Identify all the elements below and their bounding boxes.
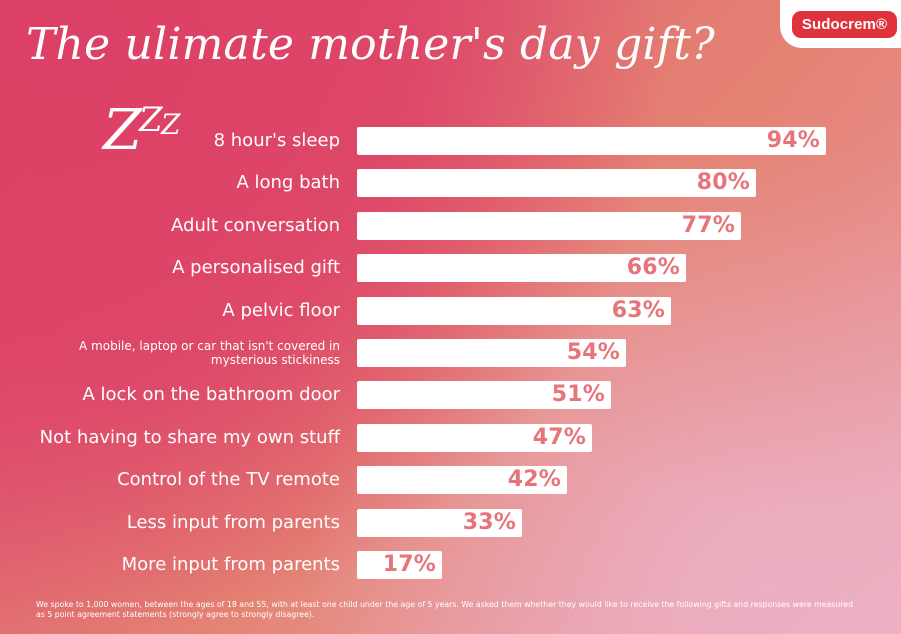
bar-row: Adult conversation 77% bbox=[0, 211, 901, 240]
bar-row: Control of the TV remote 42% bbox=[0, 466, 901, 495]
bar-value-label: 94% bbox=[766, 128, 820, 153]
bar-mark: 51% bbox=[357, 381, 611, 410]
bar-mark: 33% bbox=[357, 508, 522, 537]
bar-category-label: A personalised gift bbox=[172, 257, 340, 279]
z-letter-large: Z bbox=[103, 98, 142, 163]
bar-value-label: 63% bbox=[611, 297, 665, 323]
bar-row: Not having to share my own stuff 47% bbox=[0, 423, 901, 452]
bar-category-label: 8 hour's sleep bbox=[213, 130, 340, 151]
bar-value-label: 33% bbox=[462, 509, 516, 535]
bar-category-label: A long bath bbox=[236, 172, 340, 194]
bar-mark: 94% bbox=[357, 127, 826, 155]
bar-mark: 54% bbox=[357, 339, 626, 367]
bar-mark: 80% bbox=[357, 169, 756, 198]
bar-mark: 47% bbox=[357, 423, 592, 452]
bar-category-label: Not having to share my own stuff bbox=[39, 426, 340, 448]
bar-row: 8 hour's sleep 94% bbox=[0, 127, 901, 155]
bar-mark: 17% bbox=[357, 551, 442, 579]
bar-row: More input from parents 17% bbox=[0, 551, 901, 579]
bar-category-label: A pelvic floor bbox=[222, 299, 340, 321]
bar-mark: 77% bbox=[357, 211, 741, 240]
bar-row: Less input from parents 33% bbox=[0, 508, 901, 537]
bar-category-label: Less input from parents bbox=[126, 511, 340, 533]
bar-category-label: Adult conversation bbox=[171, 214, 340, 236]
bar-value-label: 51% bbox=[551, 382, 605, 408]
bar-mark: 63% bbox=[357, 296, 671, 325]
z-letter-small: Z bbox=[161, 108, 181, 141]
bar-value-label: 80% bbox=[696, 170, 750, 196]
sleep-zzz-decoration: Z Z Z bbox=[103, 103, 213, 173]
bar-row: A personalised gift 66% bbox=[0, 254, 901, 283]
bar-row: A mobile, laptop or car that isn't cover… bbox=[0, 339, 901, 367]
bar-value-label: 77% bbox=[681, 212, 735, 238]
brand-badge: Sudocrem® bbox=[791, 10, 898, 38]
bar-value-label: 17% bbox=[382, 552, 436, 577]
bar-value-label: 42% bbox=[507, 467, 561, 493]
bar-row: A pelvic floor 63% bbox=[0, 296, 901, 325]
bar-value-label: 54% bbox=[566, 340, 620, 365]
bar-category-label: A lock on the bathroom door bbox=[82, 384, 340, 406]
brand-logo: Sudocrem® bbox=[780, 0, 901, 48]
bar-value-label: 66% bbox=[626, 255, 680, 281]
z-letter-medium: Z bbox=[139, 100, 163, 140]
bar-category-label: More input from parents bbox=[121, 554, 340, 575]
bar-mark: 66% bbox=[357, 254, 686, 283]
survey-footnote: We spoke to 1,000 women, between the age… bbox=[36, 600, 854, 619]
bar-category-label: Control of the TV remote bbox=[117, 469, 340, 491]
bar-row: A long bath 80% bbox=[0, 169, 901, 198]
chart-title: The ulimate mother's day gift? bbox=[26, 19, 715, 70]
bar-row: A lock on the bathroom door 51% bbox=[0, 381, 901, 410]
bar-category-label: A mobile, laptop or car that isn't cover… bbox=[79, 339, 340, 367]
bar-mark: 42% bbox=[357, 466, 567, 495]
bar-value-label: 47% bbox=[532, 424, 586, 450]
